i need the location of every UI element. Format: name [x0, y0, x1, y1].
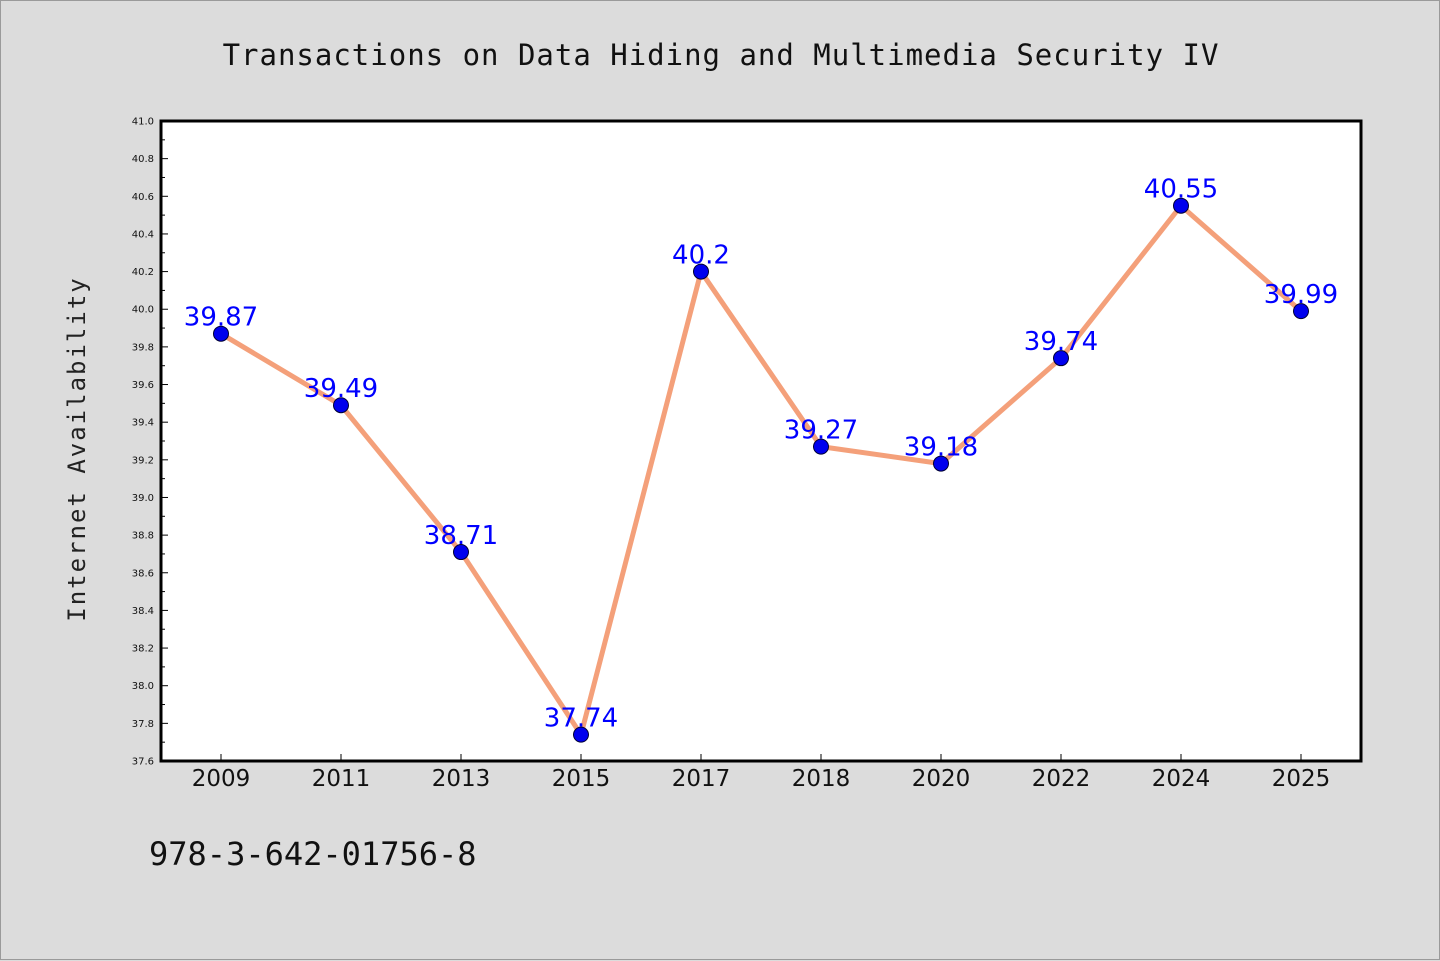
y-tick-label: 39.2 — [132, 455, 154, 466]
y-axis: 37.6 37.8 38.0 38.2 38.4 38.6 38.8 39.0 39.2 39.4… — [132, 117, 168, 768]
data-points — [213, 197, 1309, 743]
data-point — [213, 325, 229, 342]
x-axis: 2009 2011 2013 2015 2017 2018 2020 2022 2024 2025 — [192, 754, 1331, 792]
plot-border — [159, 119, 1363, 763]
data-label: 37.74 — [544, 704, 618, 734]
y-axis-label: Internet Availability — [63, 276, 91, 621]
x-tick-label: 2022 — [1032, 766, 1091, 792]
data-point — [813, 438, 829, 455]
data-labels: 39.87 39.49 38.71 37.74 40.2 39.27 39.18 39.74 4… — [184, 175, 1338, 734]
y-tick-label: 37.8 — [132, 719, 154, 730]
data-label: 39.74 — [1024, 327, 1098, 357]
data-point — [933, 455, 949, 472]
data-point — [1053, 350, 1069, 367]
x-tick-label: 2009 — [192, 766, 251, 792]
data-label: 39.18 — [904, 433, 978, 463]
data-point — [333, 397, 349, 414]
y-tick-label: 38.6 — [132, 568, 154, 579]
data-label: 39.49 — [304, 374, 378, 404]
data-label: 40.55 — [1144, 175, 1218, 205]
data-point — [1173, 197, 1189, 214]
y-tick-label: 40.4 — [132, 229, 154, 240]
y-tick-label: 39.4 — [132, 418, 154, 429]
x-tick-label: 2017 — [672, 766, 731, 792]
x-tick-label: 2018 — [792, 766, 851, 792]
data-point — [1293, 303, 1309, 320]
data-label: 38.71 — [424, 521, 498, 551]
y-tick-label: 38.8 — [132, 531, 154, 542]
y-tick-label: 41.0 — [132, 117, 154, 128]
data-label: 39.99 — [1264, 280, 1338, 310]
x-tick-label: 2011 — [312, 766, 371, 792]
data-label: 40.2 — [672, 241, 730, 271]
plot-area — [161, 121, 1361, 761]
chart-title: Transactions on Data Hiding and Multimed… — [223, 38, 1220, 72]
y-tick-label: 40.2 — [132, 267, 154, 278]
y-tick-label: 40.6 — [132, 192, 154, 203]
y-tick-label: 39.8 — [132, 342, 154, 353]
y-tick-label: 40.0 — [132, 305, 154, 316]
y-tick-label: 38.4 — [132, 606, 154, 617]
isbn-footer: 978-3-642-01756-8 — [149, 835, 477, 873]
y-tick-label: 40.8 — [132, 154, 154, 165]
series-line — [218, 203, 1304, 738]
data-point — [693, 263, 709, 280]
x-tick-label: 2025 — [1272, 766, 1331, 792]
x-tick-label: 2013 — [432, 766, 491, 792]
y-tick-label: 38.2 — [132, 644, 154, 655]
y-tick-label: 37.6 — [132, 757, 154, 768]
data-label: 39.27 — [784, 416, 858, 446]
data-label: 39.87 — [184, 303, 258, 333]
data-point — [453, 544, 469, 561]
y-tick-label: 39.0 — [132, 493, 154, 504]
x-tick-label: 2015 — [552, 766, 611, 792]
x-tick-label: 2020 — [912, 766, 971, 792]
series-line-group — [218, 203, 1304, 738]
y-tick-label: 39.6 — [132, 380, 154, 391]
x-tick-label: 2024 — [1152, 766, 1211, 792]
y-tick-label: 38.0 — [132, 681, 154, 692]
data-point — [573, 726, 589, 743]
